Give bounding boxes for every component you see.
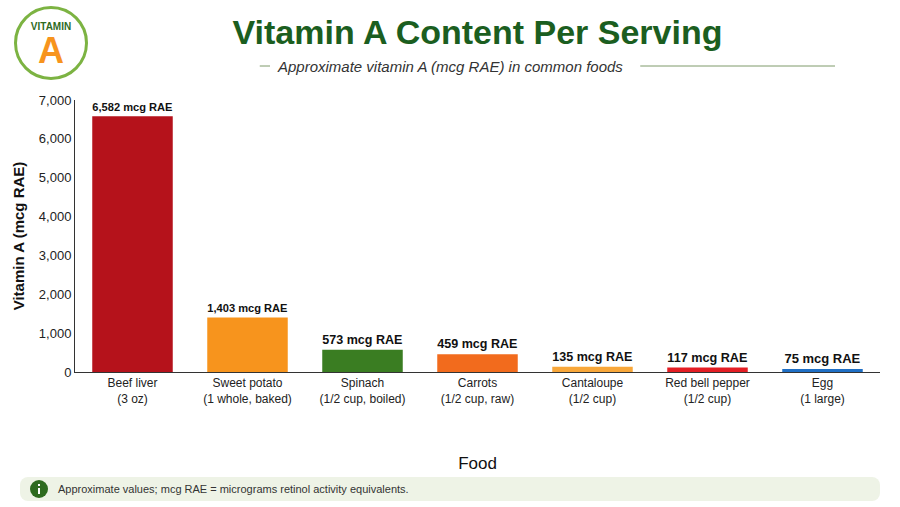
svg-text:459 mcg RAE: 459 mcg RAE	[437, 337, 517, 351]
svg-text:Cantaloupe(1/2 cup): Cantaloupe(1/2 cup)	[562, 376, 624, 406]
svg-text:Carrots(1/2 cup, raw): Carrots(1/2 cup, raw)	[441, 376, 514, 406]
html-text:VITAMIN: VITAMIN	[30, 21, 72, 32]
svg-text:1,000: 1,000	[39, 326, 72, 341]
svg-text:3,000: 3,000	[39, 248, 72, 263]
svg-text:Egg(1 large): Egg(1 large)	[800, 376, 845, 406]
svg-text:5,000: 5,000	[39, 170, 72, 185]
svg-text:Spinach(1/2 cup, boiled): Spinach(1/2 cup, boiled)	[319, 376, 405, 406]
svg-text:0: 0	[64, 365, 71, 380]
svg-text:117 mcg RAE: 117 mcg RAE	[667, 351, 747, 365]
svg-text:6,582 mcg RAE: 6,582 mcg RAE	[92, 101, 172, 113]
svg-text:75 mcg RAE: 75 mcg RAE	[784, 351, 860, 366]
html-text:A: A	[38, 30, 64, 71]
svg-text:573 mcg RAE: 573 mcg RAE	[322, 333, 402, 347]
svg-text:135 mcg RAE: 135 mcg RAE	[552, 350, 632, 364]
svg-text:Vitamin A (mcg RAE): Vitamin A (mcg RAE)	[10, 162, 27, 311]
svg-text:7,000: 7,000	[39, 93, 72, 108]
svg-text:Vitamin A Content Per Serving: Vitamin A Content Per Serving	[233, 13, 723, 51]
svg-text:Beef liver(3 oz): Beef liver(3 oz)	[107, 376, 157, 406]
svg-text:2,000: 2,000	[39, 287, 72, 302]
svg-text:4,000: 4,000	[39, 209, 72, 224]
svg-text:6,000: 6,000	[39, 131, 72, 146]
svg-text:Sweet potato(1 whole, baked): Sweet potato(1 whole, baked)	[203, 376, 292, 406]
svg-text:Food: Food	[458, 454, 497, 473]
svg-text:Red bell pepper(1/2 cup): Red bell pepper(1/2 cup)	[665, 376, 750, 406]
svg-text:1,403 mcg RAE: 1,403 mcg RAE	[207, 302, 287, 314]
html-text:Approximate values; mcg RAE =: Approximate values; mcg RAE = micrograms…	[58, 483, 409, 495]
svg-text:Approximate vitamin A (mcg RAE: Approximate vitamin A (mcg RAE) in commo…	[277, 58, 623, 75]
